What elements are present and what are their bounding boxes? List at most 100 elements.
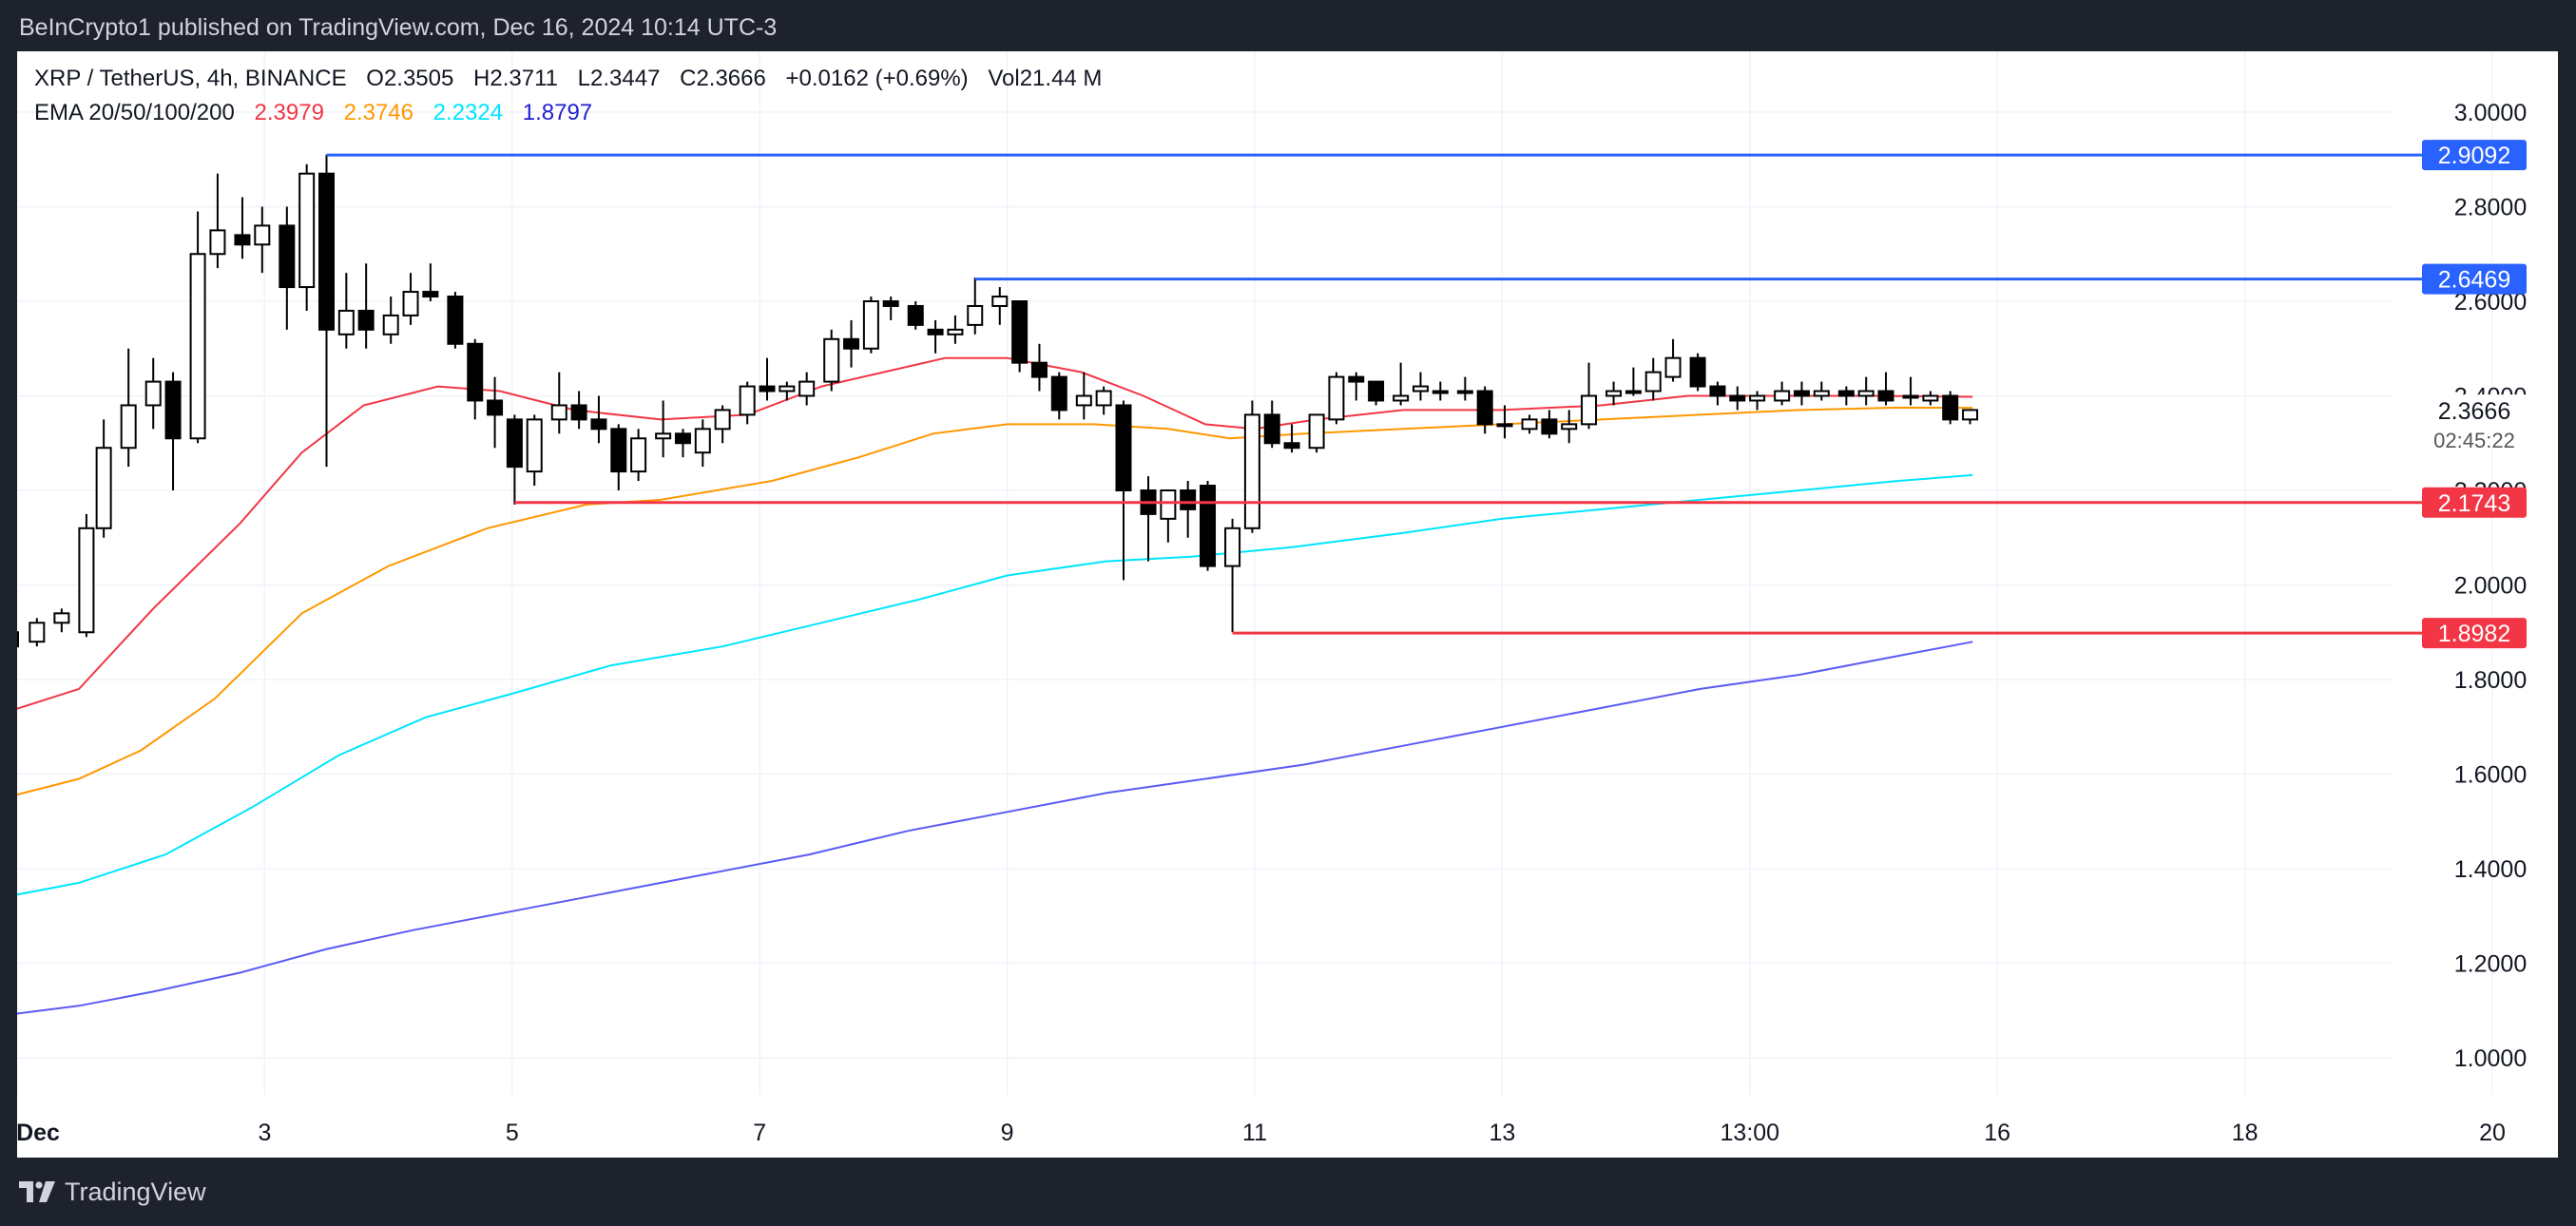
candle[interactable] [1283, 442, 1300, 450]
candle[interactable] [120, 404, 137, 450]
candle[interactable] [1095, 390, 1112, 407]
candle[interactable] [1605, 390, 1623, 397]
candle[interactable] [759, 385, 776, 393]
candle[interactable] [1243, 413, 1260, 529]
candle[interactable] [1541, 418, 1558, 435]
resistance-price-tag[interactable] [2422, 140, 2527, 171]
candle[interactable] [1689, 356, 1706, 388]
candle[interactable] [590, 418, 607, 431]
candle[interactable] [1581, 394, 1598, 426]
candle[interactable] [487, 399, 504, 416]
candle[interactable] [318, 172, 335, 331]
candle[interactable] [164, 380, 182, 440]
candle[interactable] [739, 385, 756, 416]
candle[interactable] [467, 342, 484, 402]
candle[interactable] [357, 309, 375, 331]
candle[interactable] [53, 612, 70, 624]
support-price-tag[interactable] [2422, 618, 2527, 649]
candle[interactable] [447, 296, 464, 345]
candle[interactable] [907, 304, 924, 326]
candle[interactable] [694, 428, 711, 454]
candle[interactable] [1877, 390, 1894, 402]
candle[interactable] [991, 296, 1009, 307]
price-chart[interactable]: 3.00002.80002.60002.40002.20002.00001.80… [17, 51, 2558, 1158]
candle[interactable] [382, 314, 399, 335]
candle[interactable] [1774, 390, 1791, 402]
candle[interactable] [1368, 380, 1385, 402]
candle[interactable] [1729, 394, 1746, 402]
candle[interactable] [1644, 371, 1662, 393]
resistance-price-tag[interactable] [2422, 263, 2527, 295]
candle[interactable] [1749, 394, 1766, 402]
candle[interactable] [29, 622, 46, 643]
candle[interactable] [1011, 300, 1028, 364]
candle[interactable] [927, 328, 944, 335]
candle[interactable] [1348, 375, 1365, 383]
candle[interactable] [843, 337, 860, 350]
candle[interactable] [337, 309, 355, 335]
candle[interactable] [17, 631, 19, 648]
candle[interactable] [823, 337, 840, 383]
candle[interactable] [798, 380, 816, 397]
candle[interactable] [78, 527, 95, 634]
candle[interactable] [967, 304, 984, 326]
candle[interactable] [1837, 390, 1855, 397]
candle[interactable] [1160, 489, 1177, 520]
candle[interactable] [1200, 485, 1217, 567]
candle[interactable] [882, 300, 899, 307]
candle[interactable] [144, 380, 162, 407]
candle[interactable] [1624, 390, 1642, 394]
candle[interactable] [95, 447, 112, 529]
candle[interactable] [655, 432, 672, 440]
candle[interactable] [630, 437, 647, 473]
candle[interactable] [1050, 375, 1067, 412]
candle[interactable] [1709, 385, 1726, 397]
candle[interactable] [189, 253, 206, 440]
candle[interactable] [947, 328, 964, 335]
candle[interactable] [1115, 404, 1132, 492]
candle[interactable] [674, 432, 691, 445]
candle[interactable] [506, 418, 523, 469]
chart-panel[interactable]: 3.00002.80002.60002.40002.20002.00001.80… [17, 51, 2558, 1158]
candle[interactable] [610, 428, 627, 473]
candle[interactable] [1857, 390, 1874, 397]
candle[interactable] [1432, 390, 1449, 394]
ema-label[interactable]: EMA 20/50/100/200 [34, 100, 235, 125]
candle[interactable] [1224, 527, 1241, 567]
candle[interactable] [279, 224, 296, 289]
candle[interactable] [1922, 394, 1939, 402]
candle[interactable] [1180, 489, 1197, 510]
candle[interactable] [1793, 390, 1810, 397]
candle[interactable] [1521, 418, 1538, 431]
candle[interactable] [1902, 394, 1919, 399]
candle[interactable] [1942, 394, 1959, 421]
candle[interactable] [234, 234, 251, 246]
candle[interactable] [526, 418, 543, 473]
candle[interactable] [779, 385, 796, 393]
symbol-name[interactable]: XRP / TetherUS, 4h, BINANCE [34, 66, 347, 91]
candle[interactable] [1664, 356, 1682, 378]
candle[interactable] [1813, 390, 1830, 397]
candle[interactable] [209, 229, 226, 256]
candle[interactable] [714, 409, 731, 431]
candle[interactable] [422, 291, 439, 298]
candle[interactable] [1496, 423, 1513, 428]
candle[interactable] [1308, 413, 1325, 450]
candle[interactable] [1263, 413, 1280, 445]
tradingview-logo[interactable]: TradingView [19, 1178, 206, 1206]
support-price-tag[interactable] [2422, 487, 2527, 518]
candle[interactable] [254, 224, 271, 246]
candle[interactable] [550, 404, 567, 421]
candle[interactable] [862, 300, 879, 350]
candle[interactable] [402, 291, 419, 316]
candle[interactable] [1412, 385, 1429, 393]
candle[interactable] [1476, 390, 1493, 426]
candle[interactable] [298, 172, 316, 289]
candle[interactable] [1561, 423, 1578, 431]
candle[interactable] [1075, 394, 1092, 407]
candle[interactable] [1030, 361, 1048, 378]
candle[interactable] [1456, 390, 1473, 394]
candle[interactable] [1393, 394, 1410, 402]
candle[interactable] [1328, 375, 1345, 421]
candle[interactable] [1962, 409, 1979, 421]
